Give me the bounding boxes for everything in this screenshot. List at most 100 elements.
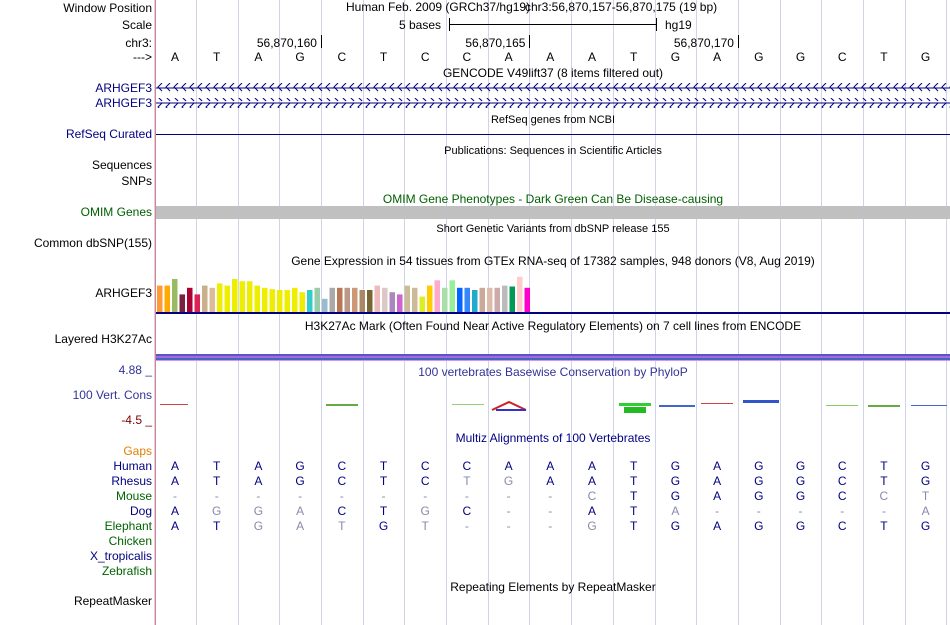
sequences-track-label[interactable]: Sequences xyxy=(91,158,152,172)
gtex-tissue-bar[interactable] xyxy=(344,287,351,312)
gtex-tissue-bar[interactable] xyxy=(367,290,373,312)
gtex-tissue-bar[interactable] xyxy=(517,276,523,312)
refseq-gene-line[interactable] xyxy=(156,134,950,135)
gtex-tissue-bar[interactable] xyxy=(434,280,441,312)
gtex-tissue-bar[interactable] xyxy=(172,279,178,312)
refseq-track-label[interactable]: RefSeq Curated xyxy=(65,127,152,141)
multiz-track-title: Multiz Alignments of 100 Vertebrates xyxy=(455,431,651,445)
gtex-tissue-bar[interactable] xyxy=(284,290,291,312)
gtex-tissue-bar[interactable] xyxy=(269,289,276,312)
gtex-tissue-bar[interactable] xyxy=(292,287,298,312)
alignment-base: T xyxy=(463,474,471,488)
gtex-tissue-bar[interactable] xyxy=(187,287,193,312)
alignment-base: G xyxy=(920,459,931,473)
alignment-base: G xyxy=(420,504,430,518)
phylop-signal[interactable] xyxy=(156,395,950,417)
phylop-track-label[interactable]: 100 Vert. Cons xyxy=(72,388,152,402)
gtex-tissue-bar[interactable] xyxy=(277,290,283,312)
alignment-base: - xyxy=(715,504,720,518)
gtex-tissue-bar[interactable] xyxy=(374,285,381,312)
alignment-base: A xyxy=(170,504,179,518)
gtex-expression-chart[interactable] xyxy=(156,268,950,314)
gtex-tissue-bar[interactable] xyxy=(464,287,471,312)
gtex-tissue-bar[interactable] xyxy=(337,287,343,312)
alignment-base: G xyxy=(754,489,764,503)
gencode-transcript-2-chevrons xyxy=(156,98,950,108)
gtex-tissue-bar[interactable] xyxy=(329,287,336,312)
repeatmasker-track-label[interactable]: RepeatMasker xyxy=(73,594,152,608)
species-label[interactable]: Dog xyxy=(129,504,152,518)
gtex-tissue-bar[interactable] xyxy=(307,290,313,312)
gtex-tissue-bar[interactable] xyxy=(509,286,516,312)
species-label[interactable]: Zebrafish xyxy=(101,564,152,578)
gtex-tissue-bar[interactable] xyxy=(472,290,478,312)
gtex-tissue-bar[interactable] xyxy=(194,294,201,312)
gtex-tissue-bar[interactable] xyxy=(389,292,396,312)
alignment-base: - xyxy=(173,489,177,503)
gtex-tissue-bar[interactable] xyxy=(502,285,508,312)
snps-track-label[interactable]: SNPs xyxy=(121,174,152,188)
gtex-tissue-bar[interactable] xyxy=(217,283,223,312)
gtex-tissue-bar[interactable] xyxy=(352,287,358,312)
gtex-tissue-bar[interactable] xyxy=(232,279,238,312)
gtex-tissue-bar[interactable] xyxy=(524,287,531,312)
gencode-track-label-2[interactable]: ARHGEF3 xyxy=(95,96,152,110)
omim-gene-bar[interactable] xyxy=(156,206,950,219)
gtex-tissue-bar[interactable] xyxy=(179,294,186,312)
species-label[interactable]: Mouse xyxy=(115,489,152,503)
dbsnp-track-label[interactable]: Common dbSNP(155) xyxy=(33,236,152,250)
gtex-tissue-bar[interactable] xyxy=(449,280,456,312)
track-label-column: Window Position Scale chr3: ---> ARHGEF3… xyxy=(0,0,155,625)
gaps-track-label[interactable]: Gaps xyxy=(123,444,152,458)
h3k27ac-track-label[interactable]: Layered H3K27Ac xyxy=(54,332,152,346)
tracks-panel[interactable]: Human Feb. 2009 (GRCh37/hg19) chr3:56,87… xyxy=(156,0,950,625)
gencode-track-label[interactable]: ARHGEF3 xyxy=(95,81,152,95)
gtex-tissue-bar[interactable] xyxy=(412,287,418,312)
gtex-tissue-bar[interactable] xyxy=(427,285,433,312)
gtex-track-label[interactable]: ARHGEF3 xyxy=(95,286,152,300)
gtex-tissue-bar[interactable] xyxy=(299,292,306,312)
gtex-tissue-bar[interactable] xyxy=(239,281,246,312)
species-label[interactable]: X_tropicalis xyxy=(89,549,152,563)
gtex-tissue-bar[interactable] xyxy=(164,285,171,312)
gtex-tissue-bar[interactable] xyxy=(419,296,426,312)
gtex-tissue-bar[interactable] xyxy=(404,285,411,312)
gtex-tissue-bar[interactable] xyxy=(442,287,448,312)
gencode-gene-models[interactable] xyxy=(156,82,950,110)
gtex-tissue-bar[interactable] xyxy=(487,287,493,312)
omim-track-label[interactable]: OMIM Genes xyxy=(80,205,152,219)
gtex-tissue-bar[interactable] xyxy=(254,285,261,312)
gtex-tissue-bar[interactable] xyxy=(209,287,216,312)
gtex-tissue-bar[interactable] xyxy=(479,287,486,312)
gtex-tissue-bar[interactable] xyxy=(314,287,321,312)
species-label[interactable]: Rhesus xyxy=(111,474,152,488)
species-label[interactable]: Elephant xyxy=(104,519,152,533)
h3k27ac-signal[interactable] xyxy=(156,354,950,362)
gtex-tissue-bar[interactable] xyxy=(359,290,366,312)
alignment-base: A xyxy=(546,474,555,488)
gtex-tissue-bar[interactable] xyxy=(247,281,253,312)
alignment-base: T xyxy=(880,459,888,473)
alignment-base: A xyxy=(713,519,722,533)
gtex-tissue-bar[interactable] xyxy=(224,285,231,312)
alignment-base: G xyxy=(795,489,806,503)
alignment-base: T xyxy=(213,474,221,488)
gtex-tissue-bar[interactable] xyxy=(262,287,268,312)
gtex-tissue-bar[interactable] xyxy=(494,287,501,312)
alignment-base: - xyxy=(548,489,553,503)
reference-base: G xyxy=(670,50,681,64)
alignment-base: C xyxy=(837,459,847,473)
gtex-tissue-bar[interactable] xyxy=(157,285,163,312)
alignment-base: A xyxy=(254,474,263,488)
gtex-tissue-bar[interactable] xyxy=(382,287,388,312)
scale-db-label: hg19 xyxy=(665,18,692,32)
gtex-tissue-bar[interactable] xyxy=(322,298,328,312)
species-label[interactable]: Human xyxy=(113,459,152,473)
phylop-mark-8 xyxy=(659,405,695,407)
gtex-tissue-bar[interactable] xyxy=(457,287,463,312)
gtex-tissue-bar[interactable] xyxy=(397,294,403,312)
species-label[interactable]: Chicken xyxy=(108,534,152,548)
alignment-base: - xyxy=(464,519,469,533)
gtex-tissue-bar[interactable] xyxy=(202,285,208,312)
alignment-base: A xyxy=(713,489,722,503)
